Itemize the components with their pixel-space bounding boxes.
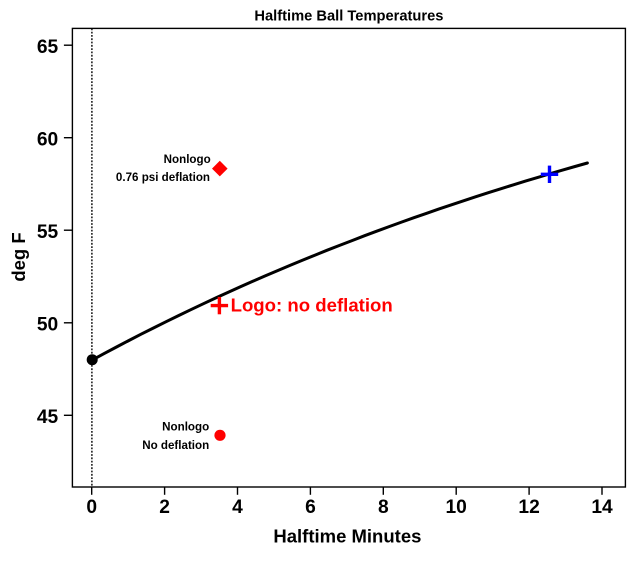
svg-text:0: 0 [86,497,97,518]
svg-text:Halftime Ball Temperatures: Halftime Ball Temperatures [254,8,443,24]
svg-text:60: 60 [37,129,58,150]
svg-text:45: 45 [37,407,59,428]
svg-text:No deflation: No deflation [142,439,209,452]
svg-text:50: 50 [37,315,58,336]
svg-text:8: 8 [378,497,389,518]
svg-text:Nonlogo: Nonlogo [162,420,209,433]
svg-text:deg F: deg F [8,232,29,281]
svg-text:2: 2 [159,497,170,518]
svg-text:Logo: no deflation: Logo: no deflation [231,294,393,315]
svg-text:14: 14 [591,497,613,518]
svg-text:55: 55 [37,222,59,243]
svg-text:65: 65 [37,37,59,58]
svg-text:4: 4 [232,497,243,518]
svg-text:10: 10 [446,497,467,518]
svg-text:Nonlogo: Nonlogo [164,153,211,166]
svg-text:0.76 psi deflation: 0.76 psi deflation [116,171,210,184]
svg-text:Halftime Minutes: Halftime Minutes [273,525,421,546]
svg-text:12: 12 [518,497,539,518]
svg-text:6: 6 [305,497,316,518]
